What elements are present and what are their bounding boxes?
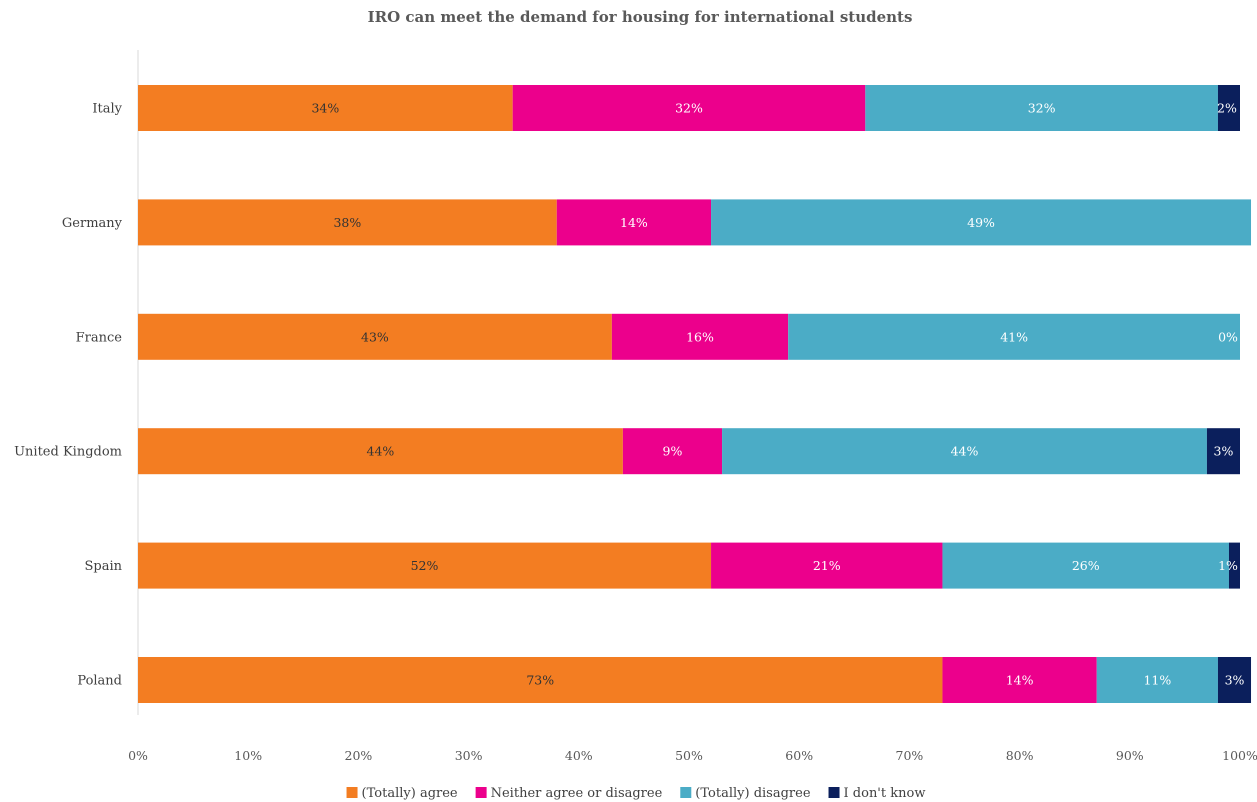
category-label-germany: Germany: [62, 216, 123, 231]
data-label-germany-neither-agree-or-disagree: 14%: [620, 215, 648, 230]
bar-poland-i-don-t-know: [1217, 657, 1252, 703]
chart-title: IRO can meet the demand for housing for …: [368, 8, 913, 26]
data-label-france-i-don-t-know: 0%: [1218, 329, 1238, 344]
x-tick-label-7: 70%: [896, 748, 924, 763]
data-label-poland-totally-agree: 73%: [526, 673, 554, 688]
data-label-italy-i-don-t-know: 2%: [1217, 101, 1237, 116]
data-label-united-kingdom-neither-agree-or-disagree: 9%: [663, 444, 683, 459]
data-label-germany-totally-agree: 38%: [333, 215, 361, 230]
legend-label-i-don-t-know: I don't know: [844, 786, 926, 801]
bar-italy-totally-disagree: [865, 85, 1218, 131]
category-label-italy: Italy: [92, 102, 122, 117]
category-label-poland: Poland: [77, 674, 122, 689]
data-label-united-kingdom-i-don-t-know: 3%: [1214, 444, 1234, 459]
bar-germany-totally-disagree: [711, 199, 1252, 246]
bar-germany-neither-agree-or-disagree: [556, 199, 712, 246]
bar-united-kingdom-totally-disagree: [722, 428, 1207, 475]
data-label-spain-totally-disagree: 26%: [1072, 558, 1100, 573]
bar-france-totally-disagree: [788, 313, 1240, 360]
category-label-france: France: [76, 330, 123, 345]
x-axis-ticks: 0% 10% 20% 30% 40% 50% 60% 70% 80% 90% 100%: [128, 748, 1257, 763]
category-label-united-kingdom: United Kingdom: [14, 445, 122, 460]
x-tick-label-6: 60%: [785, 748, 813, 763]
x-tick-label-3: 30%: [455, 748, 483, 763]
legend-swatch-i-don-t-know: [828, 787, 840, 798]
bar-spain-totally-agree: [138, 542, 712, 589]
bar-poland-totally-agree: [138, 657, 943, 703]
x-tick-label-2: 20%: [345, 748, 373, 763]
bar-spain-neither-agree-or-disagree: [711, 542, 943, 589]
bar-united-kingdom-neither-agree-or-disagree: [622, 428, 723, 475]
bar-united-kingdom-i-don-t-know: [1206, 428, 1240, 475]
legend-swatch-neither-agree-or-disagree: [475, 787, 487, 798]
legend-item-i-don-t-know: I don't know: [828, 786, 926, 801]
bar-spain-totally-disagree: [942, 542, 1229, 589]
x-tick-label-4: 40%: [565, 748, 593, 763]
legend-label-totally-agree: (Totally) agree: [362, 786, 458, 801]
legend-item-totally-agree: (Totally) agree: [346, 786, 458, 801]
data-label-germany-totally-disagree: 49%: [967, 215, 995, 230]
bar-poland-neither-agree-or-disagree: [942, 657, 1097, 703]
data-label-united-kingdom-totally-disagree: 44%: [951, 444, 979, 459]
category-labels: Italy Germany France United Kingdom Spain Pol…: [14, 102, 123, 689]
data-label-spain-neither-agree-or-disagree: 21%: [813, 558, 841, 573]
data-labels: 34% 32% 32% 2% 38% 14% 49% 43% 16% 41% 0% 44% 9% 44% 3…: [311, 101, 1244, 688]
bar-spain-i-don-t-know: [1228, 542, 1240, 589]
bar-germany-totally-agree: [138, 199, 557, 246]
bar-poland-totally-disagree: [1096, 657, 1218, 703]
bar-france-totally-agree: [138, 313, 612, 360]
legend-label-neither-agree-or-disagree: Neither agree or disagree: [491, 786, 663, 801]
x-tick-label-5: 50%: [675, 748, 703, 763]
legend-item-neither-agree-or-disagree: Neither agree or disagree: [475, 786, 663, 801]
legend-item-totally-disagree: (Totally) disagree: [680, 786, 811, 801]
x-tick-label-10: 100%: [1222, 748, 1257, 763]
data-label-france-totally-disagree: 41%: [1000, 329, 1028, 344]
bar-france-neither-agree-or-disagree: [611, 313, 789, 360]
category-label-spain: Spain: [84, 559, 122, 574]
legend-swatch-totally-agree: [346, 787, 358, 798]
data-label-france-totally-agree: 43%: [361, 329, 389, 344]
data-label-united-kingdom-totally-agree: 44%: [367, 444, 395, 459]
data-label-italy-totally-agree: 34%: [311, 101, 339, 116]
bar-italy-totally-agree: [138, 85, 513, 131]
data-label-france-neither-agree-or-disagree: 16%: [686, 329, 714, 344]
x-tick-label-8: 80%: [1006, 748, 1034, 763]
x-tick-label-1: 10%: [234, 748, 262, 763]
data-label-italy-neither-agree-or-disagree: 32%: [675, 101, 703, 116]
data-label-spain-totally-agree: 52%: [411, 558, 439, 573]
x-tick-label-0: 0%: [128, 748, 148, 763]
legend-swatch-totally-disagree: [680, 787, 692, 798]
data-label-poland-neither-agree-or-disagree: 14%: [1006, 673, 1034, 688]
bar-italy-i-don-t-know: [1217, 85, 1240, 131]
bar-italy-neither-agree-or-disagree: [512, 85, 866, 131]
legend-label-totally-disagree: (Totally) disagree: [695, 786, 811, 801]
data-label-spain-i-don-t-know: 1%: [1218, 558, 1238, 573]
x-tick-label-9: 90%: [1116, 748, 1144, 763]
bar-united-kingdom-totally-agree: [138, 428, 623, 475]
data-label-poland-i-don-t-know: 3%: [1225, 673, 1245, 688]
data-label-poland-totally-disagree: 11%: [1143, 673, 1171, 688]
data-label-italy-totally-disagree: 32%: [1028, 101, 1056, 116]
legend: (Totally) agree Neither agree or disagree…: [346, 786, 926, 801]
bars: [138, 85, 1252, 703]
